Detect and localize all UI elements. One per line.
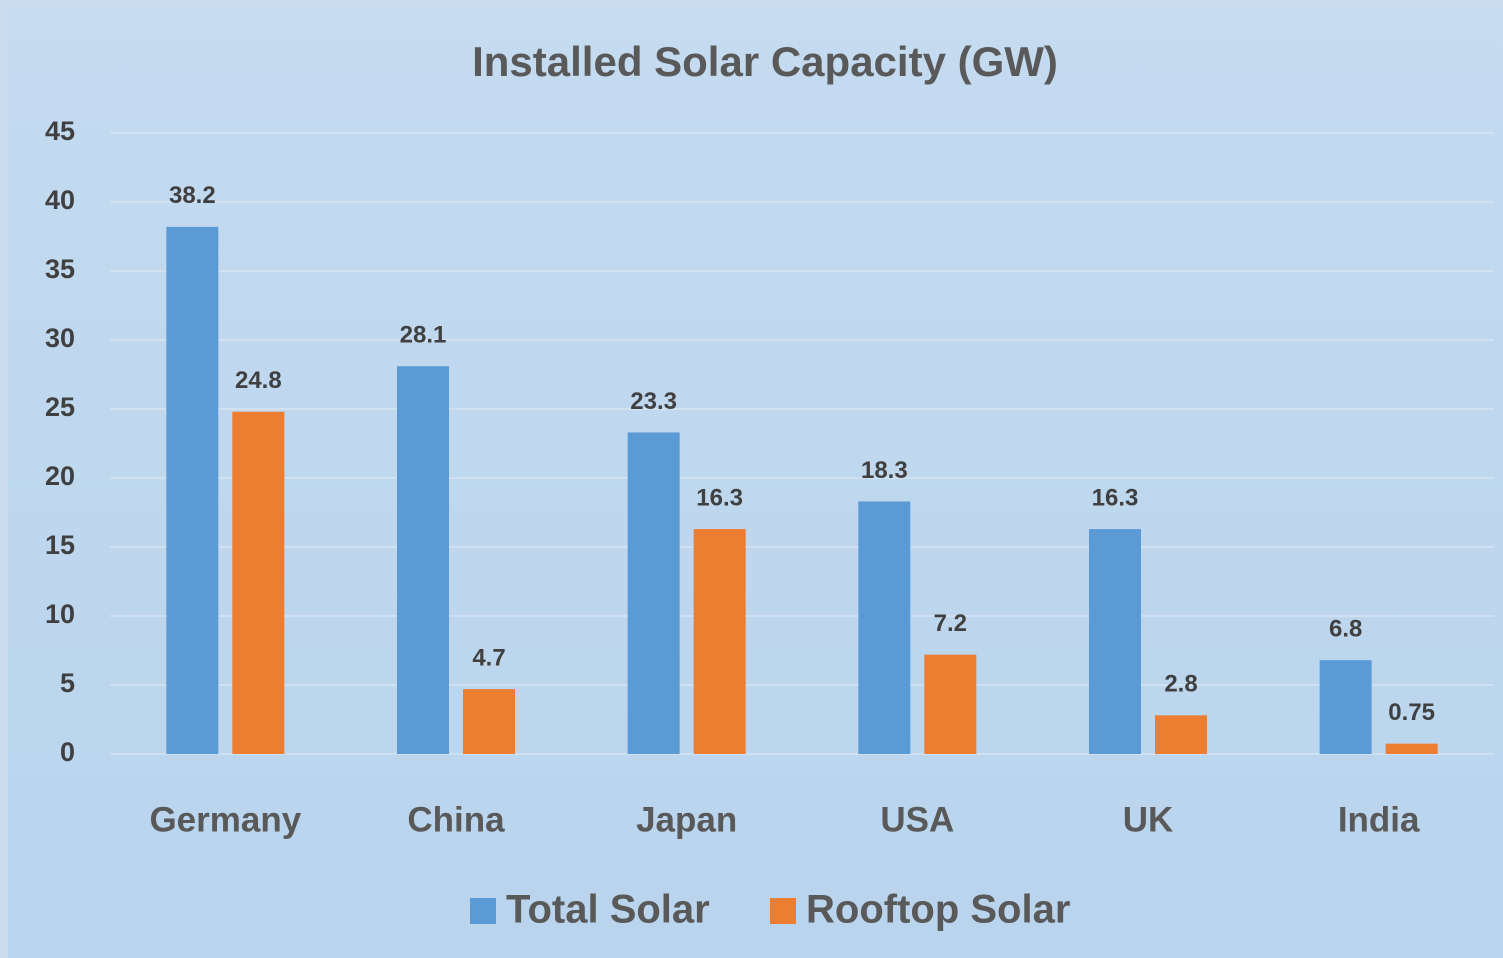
y-tick-label: 40	[45, 185, 75, 215]
y-tick-label: 30	[45, 323, 75, 353]
x-tick-label: UK	[1123, 800, 1174, 839]
x-tick-label: China	[407, 800, 505, 839]
bar	[693, 529, 746, 754]
x-tick-label: USA	[880, 800, 954, 839]
bar	[166, 226, 219, 755]
data-label: 38.2	[169, 182, 216, 209]
data-label: 23.3	[630, 388, 677, 415]
y-tick-label: 10	[45, 599, 75, 629]
bar	[858, 501, 911, 754]
data-label: 24.8	[235, 367, 282, 394]
data-label: 2.8	[1164, 671, 1197, 698]
data-label: 16.3	[1092, 484, 1139, 511]
y-tick-label: 20	[45, 461, 75, 491]
bar	[1385, 743, 1438, 754]
x-tick-label: Germany	[149, 800, 301, 839]
data-label: 16.3	[696, 484, 743, 511]
y-tick-label: 45	[45, 116, 75, 146]
data-label: 7.2	[934, 610, 967, 637]
x-tick-label: India	[1338, 800, 1420, 839]
legend-label: Total Solar	[506, 888, 710, 932]
data-label: 18.3	[861, 457, 908, 484]
bar	[1319, 660, 1372, 754]
y-tick-label: 0	[60, 737, 75, 767]
bar	[627, 432, 680, 754]
y-tick-label: 15	[45, 530, 75, 560]
data-label: 6.8	[1329, 616, 1362, 643]
bar	[1089, 529, 1141, 754]
legend-label: Rooftop Solar	[806, 888, 1070, 932]
bar	[924, 654, 977, 754]
data-label: 0.75	[1388, 699, 1435, 726]
x-tick-label: Japan	[636, 800, 737, 839]
bar	[463, 689, 515, 754]
y-tick-label: 35	[45, 254, 75, 284]
bar	[397, 366, 449, 754]
bar	[232, 411, 285, 754]
data-label: 4.7	[472, 644, 505, 671]
legend-swatch	[470, 898, 496, 924]
legend-swatch	[770, 898, 796, 924]
chart-title: Installed Solar Capacity (GW)	[472, 38, 1058, 85]
y-tick-label: 25	[45, 392, 75, 422]
data-label: 28.1	[400, 322, 447, 349]
bar	[1155, 715, 1207, 754]
y-tick-label: 5	[60, 668, 75, 698]
